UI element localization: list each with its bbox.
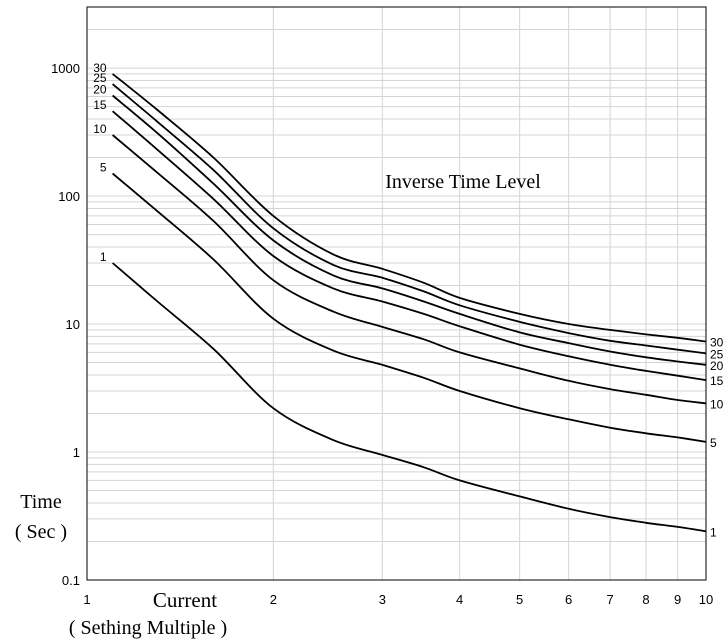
curve-end-label-1: 1 bbox=[710, 525, 717, 539]
curve-start-label-25: 25 bbox=[93, 71, 107, 85]
curve-level-5 bbox=[112, 172, 707, 443]
y-tick-label: 1 bbox=[73, 445, 80, 460]
y-tick-label: 10 bbox=[66, 317, 80, 332]
curve-start-label-5: 5 bbox=[100, 161, 107, 175]
x-tick-label: 5 bbox=[516, 592, 523, 607]
curve-end-label-15: 15 bbox=[710, 374, 724, 388]
curve-level-1 bbox=[112, 262, 707, 533]
x-tick-label: 9 bbox=[674, 592, 681, 607]
x-tick-label: 10 bbox=[699, 592, 713, 607]
x-tick-label: 7 bbox=[606, 592, 613, 607]
grid bbox=[86, 6, 707, 581]
x-tick-labels: 1 2 3 4 5 6 7 8 9 10 bbox=[83, 592, 713, 607]
curve-end-label-20: 20 bbox=[710, 359, 724, 373]
x-tick-label: 2 bbox=[270, 592, 277, 607]
curve-start-label-30: 30 bbox=[93, 61, 107, 75]
chart-title: Inverse Time Level bbox=[385, 171, 541, 193]
x-axis-label-line1: Current bbox=[153, 588, 217, 612]
plot-frame bbox=[86, 6, 707, 581]
curve-start-label-1: 1 bbox=[100, 250, 107, 264]
curve-level-25 bbox=[112, 83, 707, 355]
curve-start-label-10: 10 bbox=[93, 122, 107, 136]
curves bbox=[112, 73, 707, 533]
curve-level-15 bbox=[112, 110, 707, 381]
y-axis-label-line2: ( Sec ) bbox=[15, 521, 67, 543]
x-tick-label: 4 bbox=[456, 592, 463, 607]
x-axis-label-line2: ( Sething Multiple ) bbox=[69, 617, 227, 639]
x-tick-label: 1 bbox=[83, 592, 90, 607]
curve-end-label-25: 25 bbox=[710, 347, 724, 361]
curve-end-label-10: 10 bbox=[710, 397, 724, 411]
curve-level-10 bbox=[112, 134, 707, 405]
y-tick-label: 100 bbox=[58, 189, 80, 204]
curve-start-label-15: 15 bbox=[93, 98, 107, 112]
x-tick-label: 3 bbox=[379, 592, 386, 607]
curve-start-label-20: 20 bbox=[93, 83, 107, 97]
x-tick-label: 6 bbox=[565, 592, 572, 607]
curve-end-label-30: 30 bbox=[710, 336, 724, 350]
curve-level-20 bbox=[112, 94, 707, 366]
y-tick-labels: 0.1 1 10 100 1000 bbox=[51, 61, 80, 588]
curve-end-label-5: 5 bbox=[710, 436, 717, 450]
y-tick-label: 0.1 bbox=[62, 573, 80, 588]
curve-level-30 bbox=[112, 73, 707, 343]
y-axis-label-line1: Time bbox=[20, 491, 62, 513]
x-tick-label: 8 bbox=[642, 592, 649, 607]
y-tick-label: 1000 bbox=[51, 61, 80, 76]
